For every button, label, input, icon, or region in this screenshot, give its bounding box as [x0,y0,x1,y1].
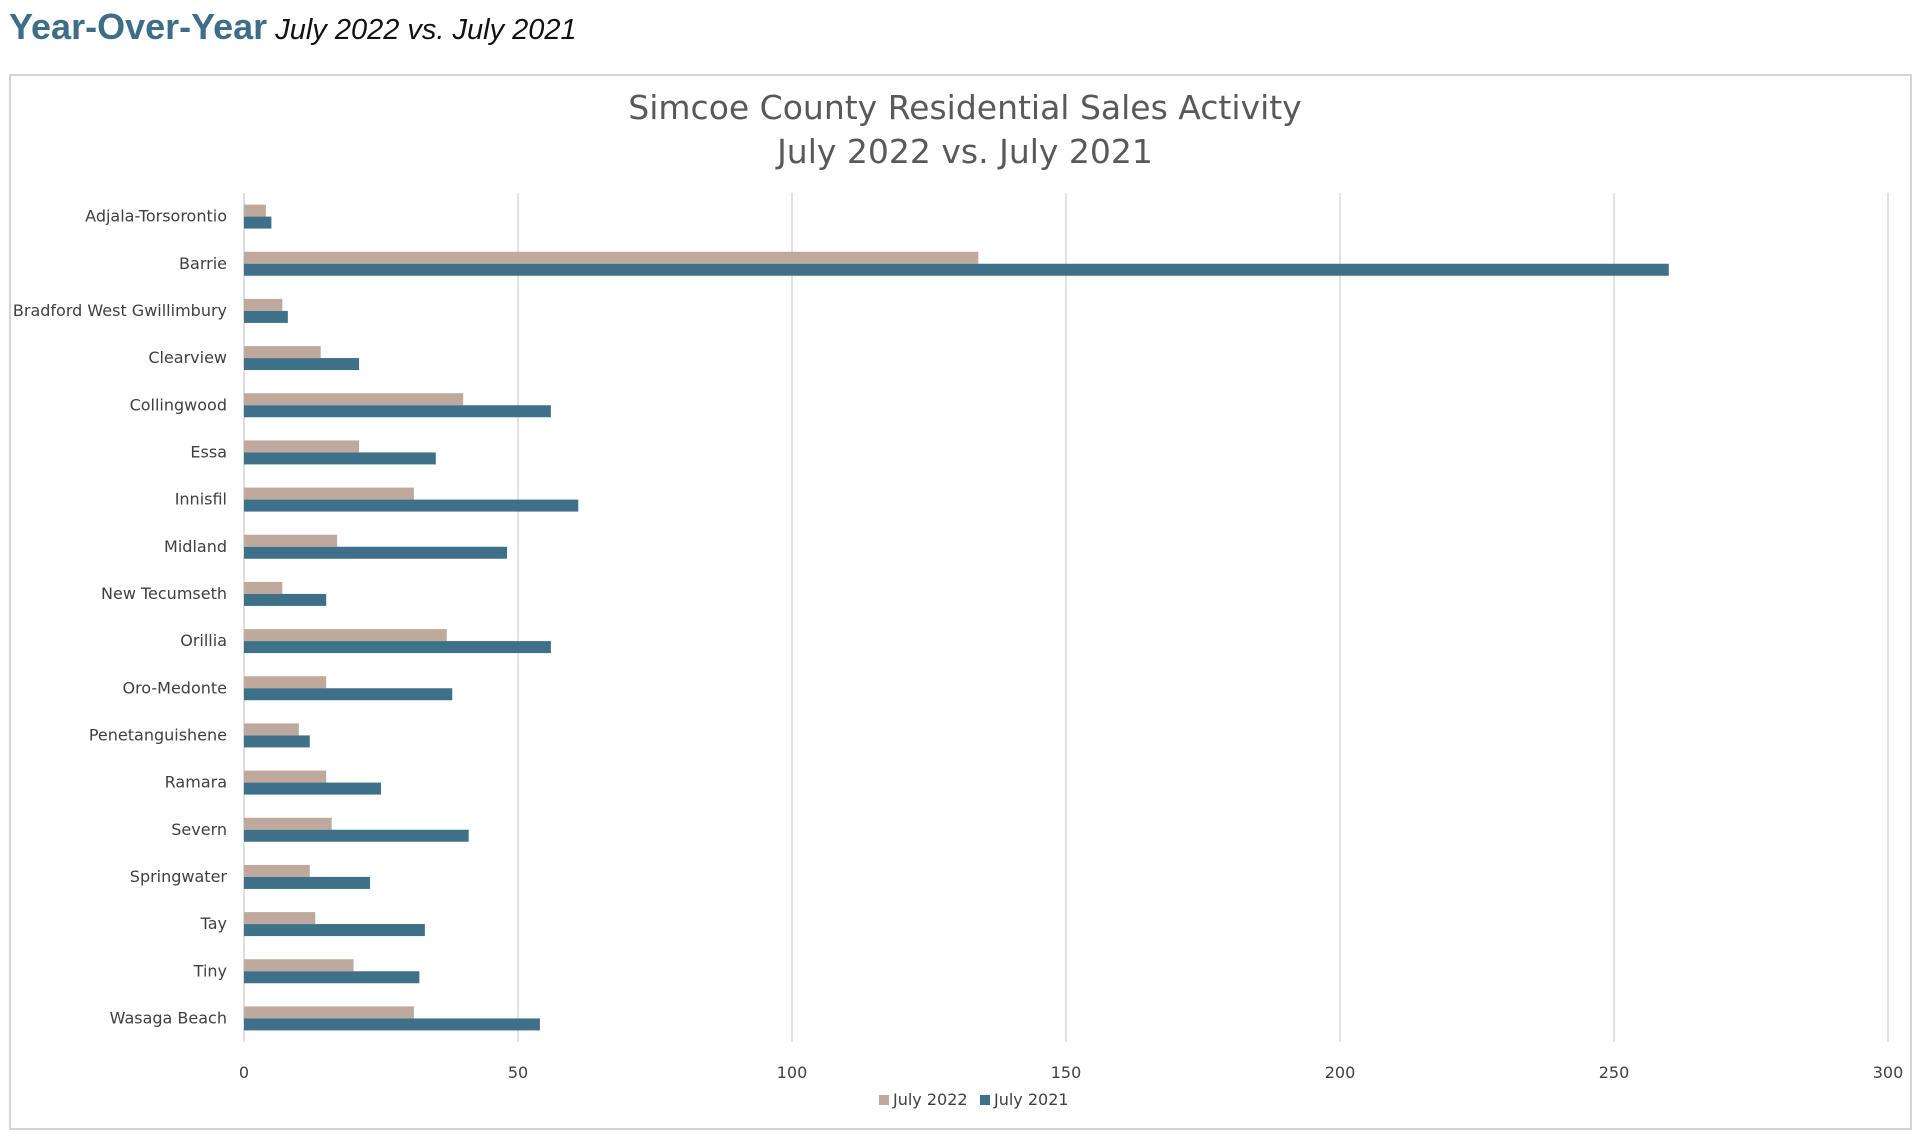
category-label: Essa [190,442,227,461]
bar-july-2022 [244,251,979,264]
category-labels: Adjala-Torsorontio Barrie Bradford West Gw… [13,207,228,1028]
legend-label-july-2021: July 2021 [993,1090,1069,1109]
bar-july-2021 [244,924,425,937]
bar-july-2022 [244,912,316,925]
legend-swatch-july-2022 [879,1095,889,1105]
legend-label-july-2022: July 2022 [892,1090,968,1109]
category-label: New Tecumseth [101,584,227,603]
category-label: Barrie [179,254,227,273]
bar-july-2022 [244,770,327,783]
x-axis-ticks: 0 50 100 150 200 250 300 [239,1063,1903,1082]
category-label: Adjala-Torsorontio [85,207,227,226]
legend-swatch-july-2021 [980,1095,990,1105]
bar-july-2021 [244,1018,540,1031]
bar-july-2021 [244,452,436,465]
bars [244,204,1669,1031]
legend: July 2022 July 2021 [879,1090,1069,1109]
bar-july-2021 [244,263,1669,276]
bar-july-2022 [244,298,283,311]
page-subtitle: July 2022 vs. July 2021 [275,14,577,46]
x-tick-label: 0 [239,1063,249,1082]
category-label: Oro-Medonte [122,678,227,697]
bar-july-2022 [244,864,310,877]
bar-july-2021 [244,593,327,606]
x-tick-label: 300 [1873,1063,1904,1082]
bar-july-2021 [244,782,381,795]
bar-july-2021 [244,216,272,229]
bar-july-2022 [244,346,321,359]
bar-july-2022 [244,676,327,689]
bar-july-2021 [244,971,420,984]
bar-july-2021 [244,499,579,512]
category-label: Bradford West Gwillimbury [13,301,227,320]
x-tick-label: 150 [1051,1063,1082,1082]
bar-july-2022 [244,581,283,594]
bar-july-2021 [244,310,288,323]
bar-july-2022 [244,487,414,500]
bar-july-2022 [244,1006,414,1019]
category-label: Penetanguishene [89,725,227,744]
category-label: Orillia [180,631,227,650]
category-label: Clearview [148,348,227,367]
bar-july-2021 [244,688,453,701]
bar-july-2022 [244,959,354,972]
x-tick-label: 50 [508,1063,528,1082]
category-label: Severn [171,820,227,839]
bar-july-2022 [244,204,266,217]
category-label: Springwater [130,867,228,886]
category-label: Midland [164,537,227,556]
bar-july-2022 [244,393,464,406]
bar-july-2021 [244,546,508,559]
category-label: Collingwood [130,395,227,414]
chart-subtitle: July 2022 vs. July 2021 [775,132,1153,171]
category-label: Tiny [193,961,227,980]
bar-july-2021 [244,876,371,889]
bar-july-2021 [244,641,551,654]
bar-july-2022 [244,817,332,830]
category-label: Wasaga Beach [110,1008,227,1027]
bar-chart: Simcoe County Residential Sales Activity… [13,88,1903,1109]
bar-july-2021 [244,735,310,748]
bar-july-2022 [244,440,360,453]
x-tick-label: 250 [1599,1063,1630,1082]
x-tick-label: 200 [1325,1063,1356,1082]
chart-frame: Simcoe County Residential Sales Activity… [9,74,1912,1130]
gridlines [243,193,1889,1042]
bar-july-2021 [244,829,469,842]
bar-july-2021 [244,405,551,418]
bar-july-2022 [244,534,338,547]
page-title: Year-Over-Year [9,6,268,47]
page-header: Year-Over-Year July 2022 vs. July 2021 [9,6,577,48]
category-label: Innisfil [175,490,227,509]
category-label: Tay [200,914,227,933]
bar-july-2022 [244,629,447,642]
bar-july-2021 [244,358,360,371]
chart-title: Simcoe County Residential Sales Activity [628,88,1301,127]
bar-july-2022 [244,723,299,736]
x-tick-label: 100 [777,1063,808,1082]
category-label: Ramara [165,773,227,792]
